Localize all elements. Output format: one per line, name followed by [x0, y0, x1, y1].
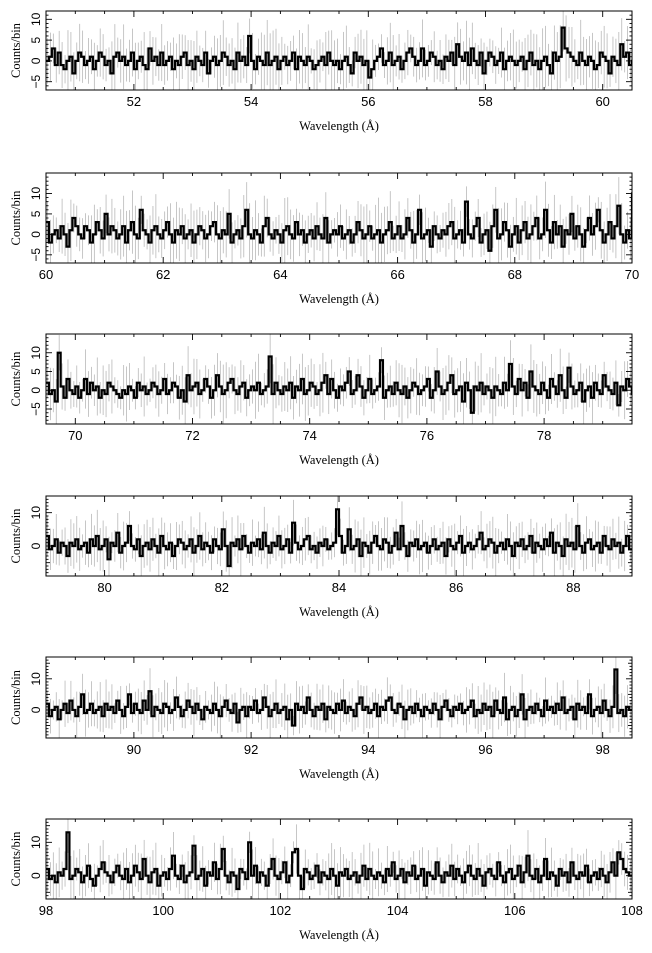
y-tick-label: 0	[29, 706, 43, 713]
spectrum-histogram	[46, 26, 632, 79]
x-tick-label: 102	[270, 903, 292, 918]
x-tick-label: 98	[595, 742, 609, 757]
x-tick-label: 70	[625, 267, 639, 282]
plot-area	[46, 177, 632, 263]
x-tick-label: 98	[39, 903, 53, 918]
y-tick-label: 0	[29, 872, 43, 879]
x-tick-label: 78	[537, 428, 551, 443]
x-tick-label: 60	[39, 267, 53, 282]
x-tick-label: 62	[156, 267, 170, 282]
axes-frame	[45, 656, 633, 739]
x-tick-label: 70	[68, 428, 82, 443]
x-tick-label: 58	[478, 94, 492, 109]
x-tick-label: 88	[566, 580, 580, 595]
spectrum-histogram	[46, 831, 632, 891]
y-axis-title: Counts/bin	[9, 351, 23, 407]
spectrum-panel-2: 60 62 64 66 68 70 −5 0 5 10 Wavelength (Å) Counts/b…	[9, 172, 639, 306]
spectrum-panel-1: 52 54 56 58 60 −5 0 5 10 Wavelength (Å) Counts/bin	[9, 10, 633, 133]
x-tick-label: 106	[504, 903, 526, 918]
axes-frame	[45, 10, 633, 91]
x-tick-label: 96	[478, 742, 492, 757]
x-tick-label: 56	[361, 94, 375, 109]
axes-frame	[45, 333, 633, 425]
x-tick-label: 72	[185, 428, 199, 443]
spectrum-histogram	[46, 351, 632, 414]
x-tick-label: 100	[152, 903, 174, 918]
x-tick-label: 108	[621, 903, 643, 918]
x-tick-label: 82	[215, 580, 229, 595]
x-tick-label: 54	[244, 94, 258, 109]
plot-area	[46, 496, 632, 576]
y-tick-label: −5	[29, 75, 43, 89]
x-tick-label: 80	[97, 580, 111, 595]
y-axis-title: Counts/bin	[9, 831, 23, 887]
x-tick-label: 86	[449, 580, 463, 595]
y-tick-label: 0	[29, 387, 43, 394]
y-axis-title: Counts/bin	[9, 190, 23, 246]
spectrum-panel-5: 90 92 94 96 98 0 10 Wavelength (Å) Counts/bin	[9, 656, 633, 781]
x-tick-label: 52	[127, 94, 141, 109]
y-tick-label: 10	[29, 12, 43, 26]
x-axis-title: Wavelength (Å)	[299, 119, 379, 133]
y-axis-title: Counts/bin	[9, 669, 23, 725]
x-tick-label: 76	[420, 428, 434, 443]
spectrum-histogram	[46, 668, 632, 727]
y-tick-label: 5	[29, 36, 43, 43]
plot-area	[46, 657, 632, 738]
spectrum-histogram	[46, 192, 632, 252]
y-tick-label: 10	[29, 506, 43, 520]
x-tick-label: 104	[387, 903, 409, 918]
spectrum-panel-6: 98 100 102 104 106 108 0 10 Wavelength (Å) Counts…	[9, 818, 643, 942]
x-tick-label: 60	[595, 94, 609, 109]
y-tick-label: 0	[29, 231, 43, 238]
y-axis-title: Counts/bin	[9, 508, 23, 564]
x-tick-label: 74	[302, 428, 316, 443]
y-tick-label: 5	[29, 210, 43, 217]
x-tick-label: 66	[390, 267, 404, 282]
y-tick-label: 10	[29, 186, 43, 200]
x-tick-label: 84	[332, 580, 346, 595]
y-tick-label: 10	[29, 346, 43, 360]
x-axis-title: Wavelength (Å)	[299, 292, 379, 306]
spectrum-histogram	[46, 508, 632, 568]
y-tick-label: −5	[29, 248, 43, 262]
spectrum-panel-4: 80 82 84 86 88 0 10 Wavelength (Å) Counts/bin	[9, 495, 633, 619]
y-tick-label: 0	[29, 57, 43, 64]
x-tick-label: 64	[273, 267, 287, 282]
x-axis-title: Wavelength (Å)	[299, 453, 379, 467]
plot-area	[46, 11, 632, 90]
plot-area	[46, 819, 632, 899]
y-axis-title: Counts/bin	[9, 22, 23, 78]
x-axis-title: Wavelength (Å)	[299, 605, 379, 619]
x-axis-title: Wavelength (Å)	[299, 767, 379, 781]
x-tick-label: 94	[361, 742, 375, 757]
x-tick-label: 68	[508, 267, 522, 282]
plot-area	[46, 334, 632, 424]
y-tick-label: 10	[29, 672, 43, 686]
x-tick-label: 90	[127, 742, 141, 757]
spectrum-panel-3: 70 72 74 76 78 −5 0 5 10 Wavelength (Å) Counts/bin	[9, 333, 633, 467]
y-tick-label: 5	[29, 368, 43, 375]
y-tick-label: −5	[29, 402, 43, 416]
x-tick-label: 92	[244, 742, 258, 757]
y-tick-label: 0	[29, 542, 43, 549]
y-tick-label: 10	[29, 835, 43, 849]
x-axis-title: Wavelength (Å)	[299, 928, 379, 942]
